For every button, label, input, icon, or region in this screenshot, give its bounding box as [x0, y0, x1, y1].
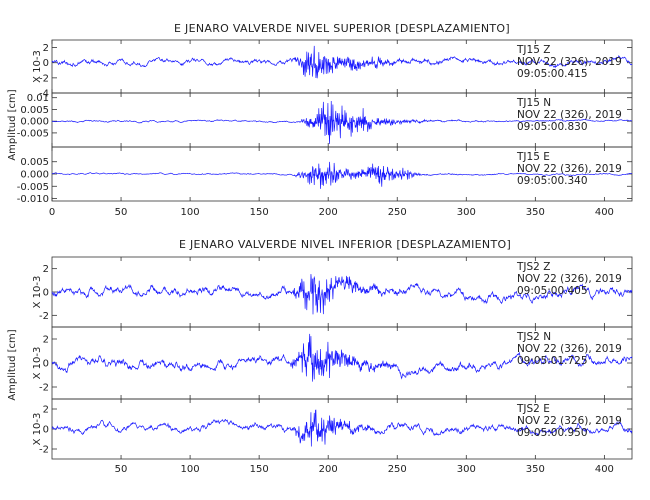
scale-label: X 10-3 [32, 50, 43, 83]
y-tick-label: 0.000 [20, 117, 49, 128]
x-tick-label: 350 [526, 207, 545, 218]
y-tick-label: 0.01 [27, 93, 49, 104]
y-tick-label: -0.005 [17, 128, 49, 139]
x-tick-label: 0 [49, 207, 55, 218]
x-tick-label: 250 [388, 464, 407, 475]
time-label: 09:05:00.830 [517, 121, 588, 133]
y-tick-label: 2 [43, 264, 49, 275]
time-label: 09:05:00.415 [517, 68, 588, 80]
waveform-trace [51, 161, 633, 189]
y-tick-label: 0 [43, 288, 49, 299]
date-label: NOV 22 (326), 2019 [517, 273, 622, 285]
y-tick-label: 0.005 [20, 157, 49, 168]
x-tick-label: 50 [115, 207, 128, 218]
x-tick-label: 150 [250, 207, 269, 218]
x-tick-label: 350 [526, 464, 545, 475]
x-tick-label: 400 [595, 207, 614, 218]
scale-label: X 10-3 [32, 347, 43, 380]
scale-label: X 10-3 [32, 413, 43, 446]
y-tick-label: 0 [43, 425, 49, 436]
x-tick-label: 300 [457, 464, 476, 475]
x-tick-label: 100 [181, 207, 200, 218]
station-label: TJS2 Z [516, 261, 550, 273]
y-tick-label: 2 [43, 335, 49, 346]
waveform-trace [51, 45, 633, 79]
waveform-trace [51, 333, 633, 382]
date-label: NOV 22 (326), 2019 [517, 415, 622, 427]
ylabel-upper: Amplitud [cm] [7, 89, 18, 160]
y-tick-label: 2 [43, 405, 49, 416]
x-tick-label: 200 [319, 207, 338, 218]
y-tick-label: -2 [39, 73, 49, 84]
waveform-trace [51, 100, 633, 144]
y-tick-label: 0.000 [20, 170, 49, 181]
x-tick-label: 200 [319, 464, 338, 475]
chart-title-upper: E JENARO VALVERDE NIVEL SUPERIOR [DESPLA… [174, 22, 510, 35]
y-tick-label: -2 [39, 311, 49, 322]
time-label: 09:05:00.340 [517, 175, 588, 187]
waveform-trace [51, 274, 633, 315]
y-tick-label: 2 [43, 43, 49, 54]
y-tick-label: 0 [43, 58, 49, 69]
station-label: TJ15 E [516, 151, 550, 163]
station-label: TJS2 E [516, 403, 550, 415]
x-tick-label: 300 [457, 207, 476, 218]
time-label: 09:05:00.405 [517, 285, 588, 297]
station-label: TJS2 N [516, 331, 551, 343]
y-tick-label: 0.005 [20, 105, 49, 116]
ylabel-lower: Amplitud [cm] [7, 329, 18, 400]
time-label: 09:05:00.950 [517, 427, 588, 439]
waveform-trace [51, 409, 633, 447]
x-tick-label: 400 [595, 464, 614, 475]
y-tick-label: -0.010 [17, 194, 49, 205]
chart-title-lower: E JENARO VALVERDE NIVEL INFERIOR [DESPLA… [179, 238, 511, 251]
y-tick-label: -0.005 [17, 182, 49, 193]
station-label: TJ15 N [516, 97, 551, 109]
time-label: 09:05:01.725 [517, 355, 588, 367]
scale-label: X 10-3 [32, 276, 43, 309]
y-tick-label: -2 [39, 445, 49, 456]
date-label: NOV 22 (326), 2019 [517, 109, 622, 121]
x-tick-label: 50 [115, 464, 128, 475]
y-tick-label: -4 [39, 89, 49, 100]
x-tick-label: 250 [388, 207, 407, 218]
y-tick-label: -2 [39, 383, 49, 394]
x-tick-label: 100 [181, 464, 200, 475]
x-tick-label: 150 [250, 464, 269, 475]
date-label: NOV 22 (326), 2019 [517, 343, 622, 355]
date-label: NOV 22 (326), 2019 [517, 163, 622, 175]
y-tick-label: 0 [43, 359, 49, 370]
date-label: NOV 22 (326), 2019 [517, 56, 622, 68]
station-label: TJ15 Z [516, 44, 550, 56]
